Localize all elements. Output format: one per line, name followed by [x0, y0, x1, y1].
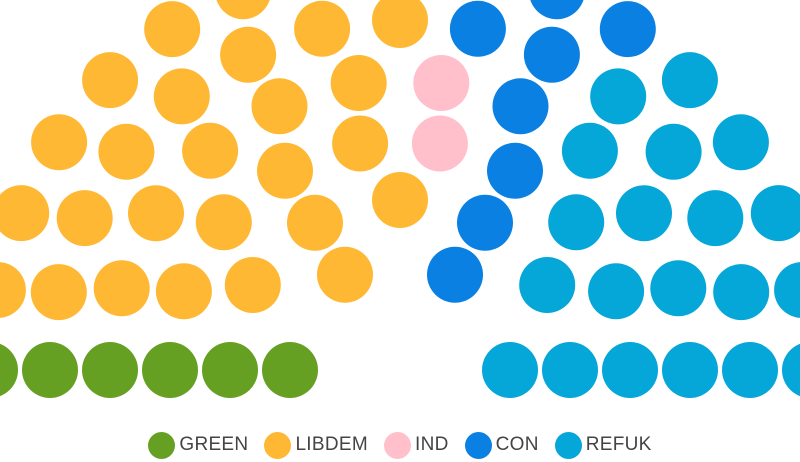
seat-refuk [782, 343, 800, 397]
seat-refuk [561, 122, 618, 179]
seat-libdem [216, 0, 270, 20]
seat-green [202, 342, 258, 398]
legend-label-green: GREEN [179, 434, 249, 455]
seat-ind [413, 55, 470, 111]
seat-refuk [687, 190, 744, 247]
seat-refuk [774, 262, 800, 318]
seat-libdem [0, 262, 26, 318]
seat-libdem [56, 190, 113, 247]
seat-green [22, 342, 78, 398]
legend-label-libdem: LIBDEM [295, 434, 368, 455]
seat-libdem [251, 78, 308, 135]
seat-refuk [588, 263, 645, 320]
legend: GREEN LIBDEM IND CON REFUK [0, 428, 800, 462]
seat-libdem [98, 123, 155, 180]
seat-libdem [372, 172, 428, 228]
seat-refuk [650, 260, 707, 317]
seat-libdem [182, 122, 239, 179]
seat-refuk [662, 342, 718, 398]
seat-con [427, 246, 483, 303]
seat-con [487, 142, 543, 199]
seat-libdem [0, 185, 50, 242]
seat-libdem [257, 142, 313, 199]
seat-libdem [287, 194, 343, 251]
seat-green [142, 342, 198, 398]
legend-swatch-ind [383, 431, 411, 459]
seat-libdem [372, 0, 428, 48]
seat-libdem [195, 194, 252, 251]
legend-swatch-libdem [264, 431, 292, 459]
seat-refuk [616, 185, 672, 242]
seat-con [449, 0, 506, 57]
seat-refuk [590, 68, 647, 125]
legend-item-green: GREEN [148, 431, 249, 459]
parliament-chart [0, 0, 800, 398]
seat-refuk [712, 114, 769, 171]
seat-green [82, 342, 138, 398]
legend-item-ind: IND [383, 431, 449, 459]
seat-refuk [602, 342, 658, 398]
seat-libdem [332, 115, 389, 172]
legend-label-con: CON [495, 434, 539, 455]
seat-con [599, 1, 656, 58]
seat-libdem [220, 26, 277, 83]
seat-con [457, 194, 513, 251]
seat-refuk [519, 257, 576, 313]
legend-swatch-refuk [554, 431, 582, 459]
legend-item-libdem: LIBDEM [264, 431, 368, 459]
seat-libdem [144, 1, 201, 58]
seat-libdem [294, 0, 351, 57]
seat-refuk [750, 185, 800, 242]
legend-item-refuk: REFUK [554, 431, 652, 459]
seat-libdem [317, 246, 373, 303]
seat-libdem [153, 68, 210, 125]
seat-con [530, 0, 584, 20]
seat-refuk [542, 342, 598, 398]
legend-swatch-green [148, 431, 176, 459]
seat-con [492, 78, 549, 135]
legend-item-con: CON [464, 431, 539, 459]
seat-refuk [645, 123, 702, 180]
seat-libdem [31, 114, 88, 171]
legend-label-refuk: REFUK [585, 434, 652, 455]
seat-refuk [548, 194, 605, 251]
legend-swatch-con [464, 431, 492, 459]
seat-refuk [482, 342, 538, 398]
seat-libdem [93, 260, 150, 317]
seat-con [523, 26, 580, 83]
seat-libdem [128, 185, 184, 242]
seat-libdem [30, 264, 87, 321]
seat-green [262, 342, 318, 398]
seat-green [0, 343, 18, 397]
seat-libdem [82, 52, 139, 109]
seat-libdem [155, 263, 212, 320]
seat-refuk [713, 264, 770, 321]
seat-ind [411, 115, 468, 172]
seat-refuk [722, 342, 778, 398]
seat-libdem [330, 55, 387, 111]
legend-label-ind: IND [414, 434, 449, 455]
seat-libdem [224, 257, 281, 313]
seat-refuk [661, 52, 718, 109]
